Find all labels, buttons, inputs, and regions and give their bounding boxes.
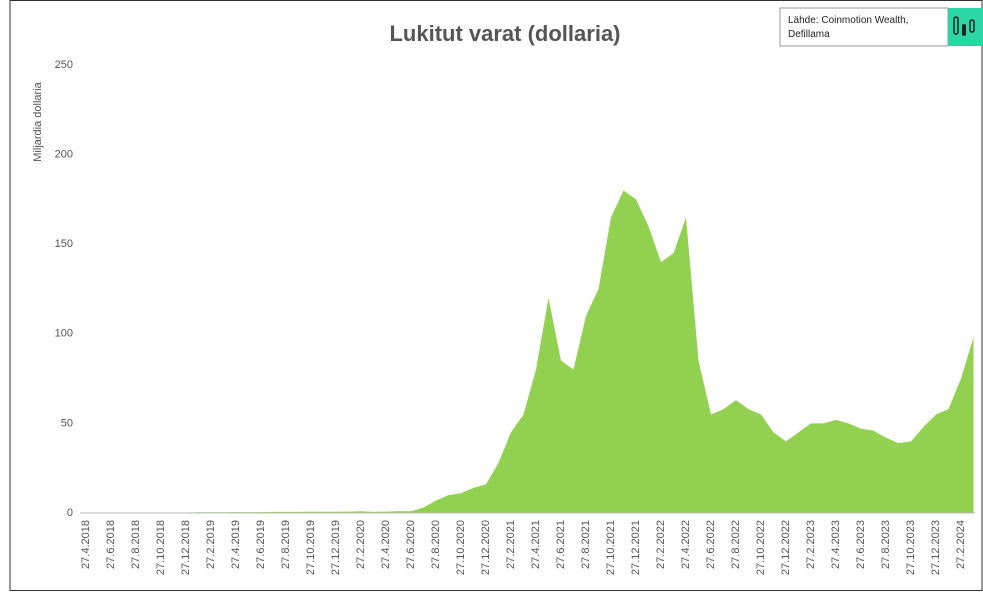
x-tick-label: 27.12.2020 — [480, 520, 492, 575]
x-tick-label: 27.12.2023 — [930, 520, 942, 575]
x-tick-label: 27.6.2023 — [855, 520, 867, 569]
y-tick-label: 200 — [55, 149, 73, 161]
x-tick-label: 27.6.2020 — [405, 520, 417, 569]
x-tick-label: 27.10.2022 — [755, 520, 767, 575]
x-tick-label: 27.12.2018 — [180, 520, 192, 575]
x-tick-label: 27.10.2020 — [455, 520, 467, 575]
x-tick-label: 27.2.2019 — [205, 520, 217, 569]
x-tick-label: 27.8.2020 — [430, 520, 442, 569]
logo — [948, 8, 983, 46]
x-tick-label: 27.6.2022 — [705, 520, 717, 569]
x-tick-label: 27.10.2021 — [605, 520, 617, 575]
x-tick-label: 27.10.2023 — [905, 520, 917, 575]
source: Defillama — [788, 29, 830, 40]
x-tick-label: 27.6.2018 — [105, 520, 117, 569]
x-tick-label: 27.4.2021 — [530, 520, 542, 569]
y-tick-label: 100 — [55, 328, 73, 340]
y-tick-label: 0 — [67, 507, 73, 519]
x-tick-label: 27.6.2019 — [255, 520, 267, 569]
x-tick-label: 27.10.2019 — [305, 520, 317, 575]
x-tick-label: 27.2.2021 — [505, 520, 517, 569]
x-tick-label: 27.10.2018 — [155, 520, 167, 575]
x-tick-label: 27.8.2023 — [880, 520, 892, 569]
x-tick-label: 27.6.2021 — [555, 520, 567, 569]
x-tick-label: 27.8.2019 — [280, 520, 292, 569]
y-tick-label: 250 — [55, 59, 73, 71]
source-box — [779, 7, 949, 47]
x-tick-label: 27.4.2022 — [680, 520, 692, 569]
x-tick-label: 27.2.2022 — [655, 520, 667, 569]
x-tick-label: 27.4.2023 — [830, 520, 842, 569]
x-tick-label: 27.4.2020 — [380, 520, 392, 569]
x-tick-label: 27.4.2018 — [80, 520, 92, 569]
x-tick-label: 27.4.2019 — [230, 520, 242, 569]
x-tick-label: 27.2.2023 — [805, 520, 817, 569]
x-tick-label: 27.8.2018 — [130, 520, 142, 569]
x-tick-label: 27.12.2021 — [630, 520, 642, 575]
y-tick-label: 50 — [61, 417, 73, 429]
x-tick-label: 27.12.2019 — [330, 520, 342, 575]
y-axis-label: Miljardia dollaria — [32, 81, 44, 161]
x-tick-label: 27.8.2022 — [730, 520, 742, 569]
chart-title: Lukitut varat (dollaria) — [389, 21, 620, 46]
source: Lähde: Coinmotion Wealth, — [788, 15, 908, 26]
y-tick-label: 150 — [55, 238, 73, 250]
x-tick-label: 27.12.2022 — [780, 520, 792, 575]
x-tick-label: 27.8.2021 — [580, 520, 592, 569]
area — [86, 190, 974, 513]
x-tick-label: 27.2.2024 — [955, 520, 967, 569]
x-tick-label: 27.2.2020 — [355, 520, 367, 569]
